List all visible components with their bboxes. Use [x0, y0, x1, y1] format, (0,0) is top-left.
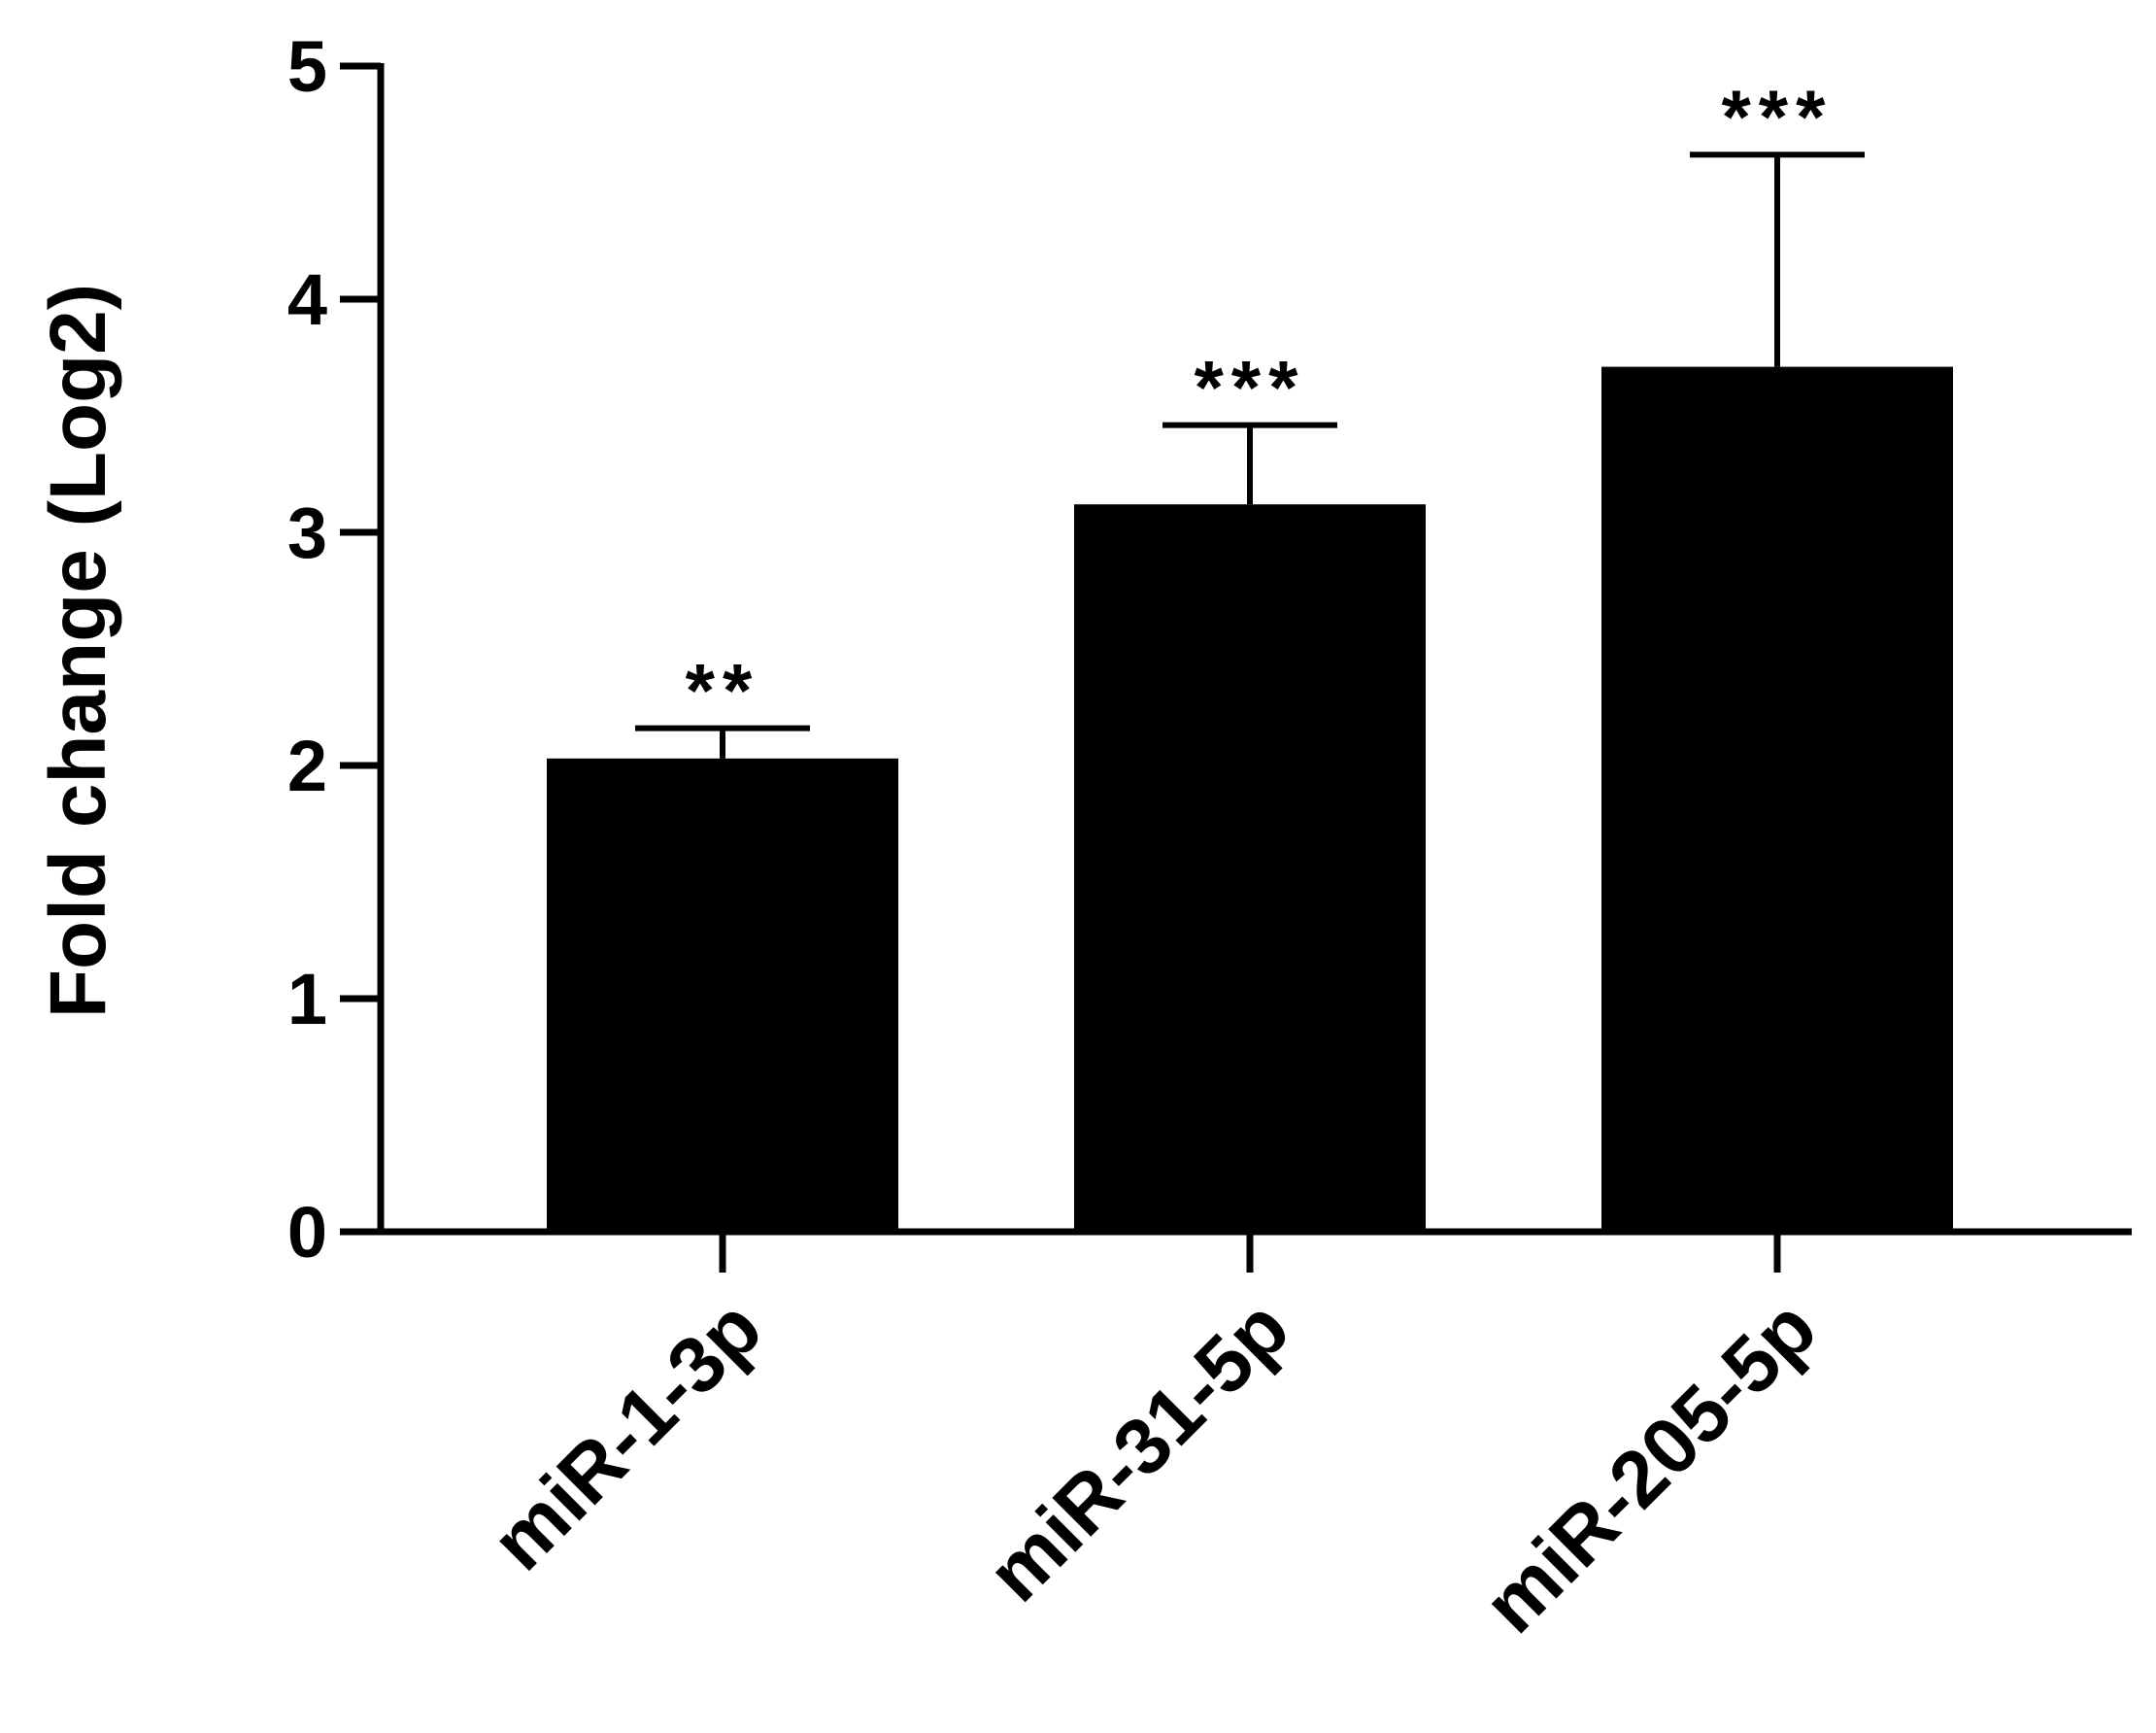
category-label: miR-31-5p: [971, 1283, 1306, 1618]
significance-labels: ********: [686, 74, 1833, 733]
y-tick-label: 0: [287, 1192, 327, 1273]
y-tick-label: 3: [287, 493, 327, 573]
y-tick-label: 4: [287, 259, 327, 340]
y-tick-label: 1: [287, 959, 327, 1039]
error-bars: [635, 152, 1865, 759]
significance-label: **: [686, 648, 760, 733]
y-tick-label: 2: [287, 726, 327, 806]
significance-label: ***: [1721, 74, 1833, 159]
bar: [1601, 366, 1953, 1233]
bar: [547, 758, 898, 1232]
y-axis-label: Fold change (Log2): [34, 284, 122, 1018]
category-label: miR-1-3p: [475, 1283, 778, 1586]
x-axis: [378, 1228, 2132, 1273]
bar: [1074, 504, 1426, 1232]
significance-label: ***: [1194, 345, 1305, 430]
category-label: miR-205-5p: [1467, 1283, 1834, 1649]
category-labels: miR-1-3p miR-31-5p miR-205-5p: [475, 1283, 1833, 1649]
y-axis: 0 1 2 3 4 5: [287, 26, 385, 1273]
y-tick-label: 5: [287, 26, 327, 107]
bars: [547, 366, 1953, 1233]
